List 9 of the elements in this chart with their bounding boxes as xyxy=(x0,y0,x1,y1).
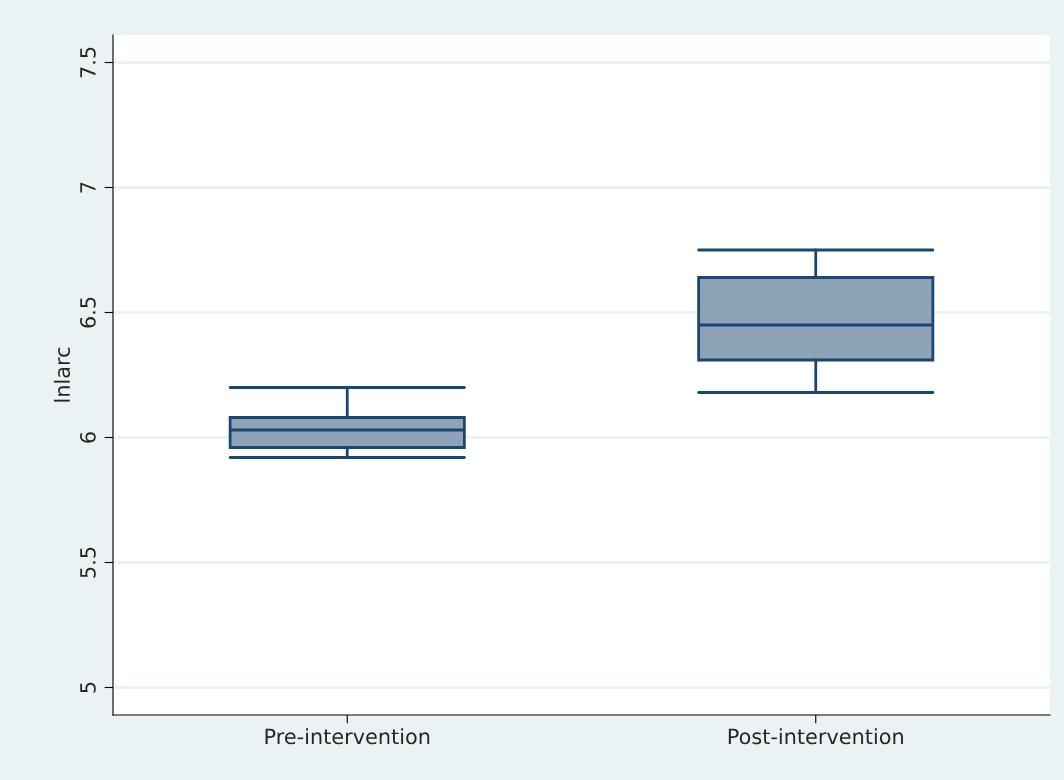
y-axis-title: lnlarc xyxy=(53,347,71,402)
y-tick-label: 5 xyxy=(80,682,96,693)
y-tick-label: 6.5 xyxy=(80,297,96,328)
y-tick-label: 5.5 xyxy=(80,547,96,578)
x-tick-label: Post-intervention xyxy=(728,728,903,745)
y-tick-label: 7.5 xyxy=(80,47,96,78)
y-tick-label: 6 xyxy=(80,432,96,443)
x-tick-label: Pre-intervention xyxy=(265,728,430,745)
y-tick-label: 7 xyxy=(80,182,96,193)
